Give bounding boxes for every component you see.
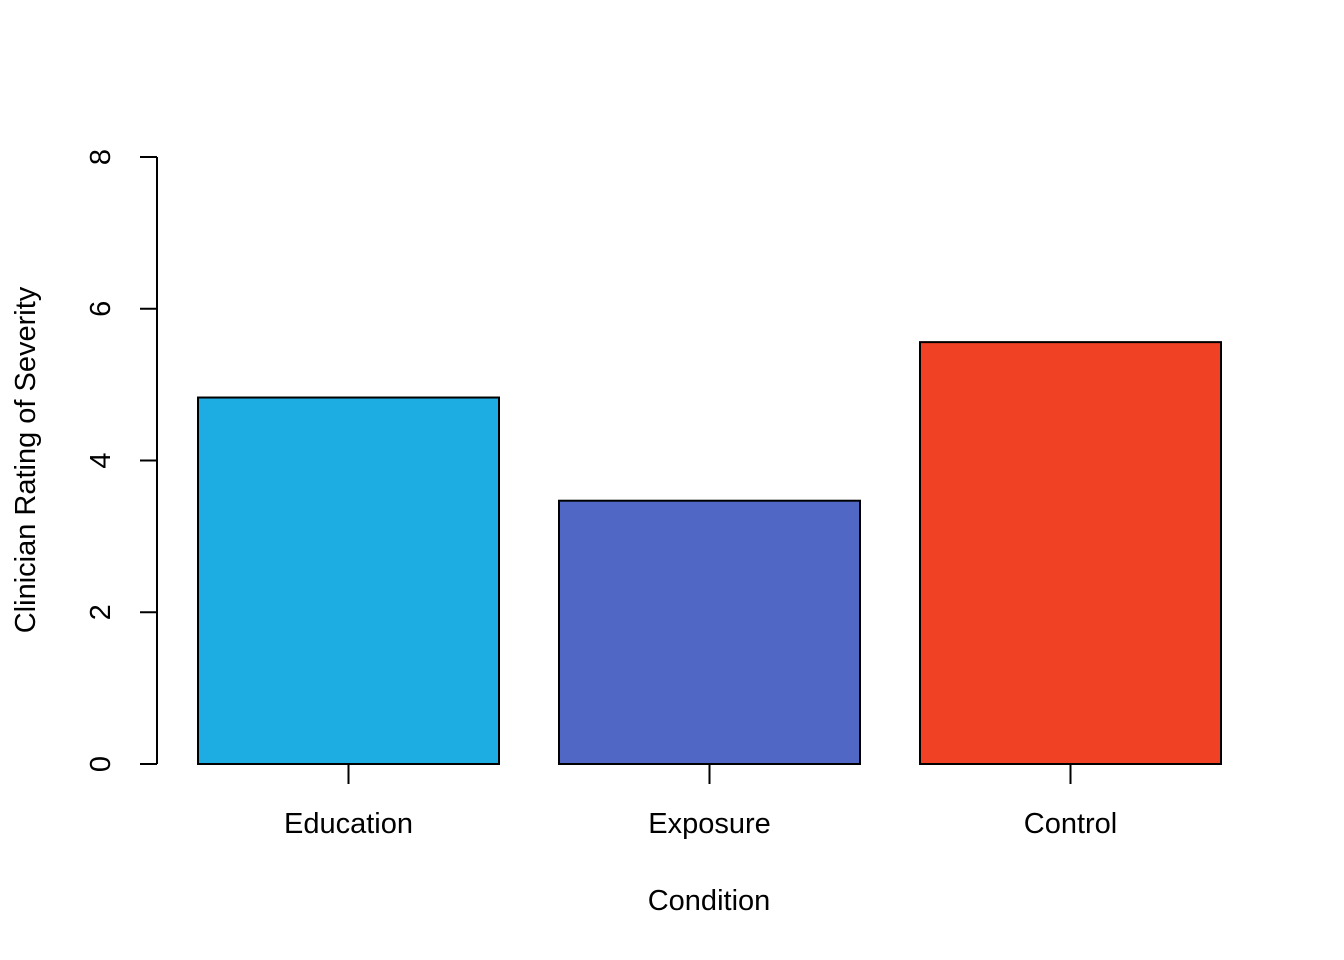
y-axis: 0 2 4 6 8: [85, 149, 158, 772]
x-tick-label-control: Control: [1024, 808, 1118, 840]
y-tick-label: 2: [85, 604, 117, 620]
x-tick-label-education: Education: [284, 808, 413, 840]
x-axis: Education Exposure Control: [284, 764, 1117, 840]
y-tick-label: 8: [85, 149, 117, 165]
y-tick-label: 4: [85, 452, 117, 468]
plot-area: 0 2 4 6 8 Education Exposure Control: [85, 149, 1222, 840]
y-axis-title: Clinician Rating of Severity: [10, 286, 42, 633]
y-tick-label: 0: [85, 756, 117, 772]
y-tick-label: 6: [85, 301, 117, 317]
bar-education: [197, 396, 500, 765]
bar-exposure: [558, 499, 861, 765]
x-tick-label-exposure: Exposure: [648, 808, 771, 840]
bars: [197, 341, 1222, 765]
x-axis-title: Condition: [648, 885, 771, 917]
bar-control: [919, 341, 1222, 765]
